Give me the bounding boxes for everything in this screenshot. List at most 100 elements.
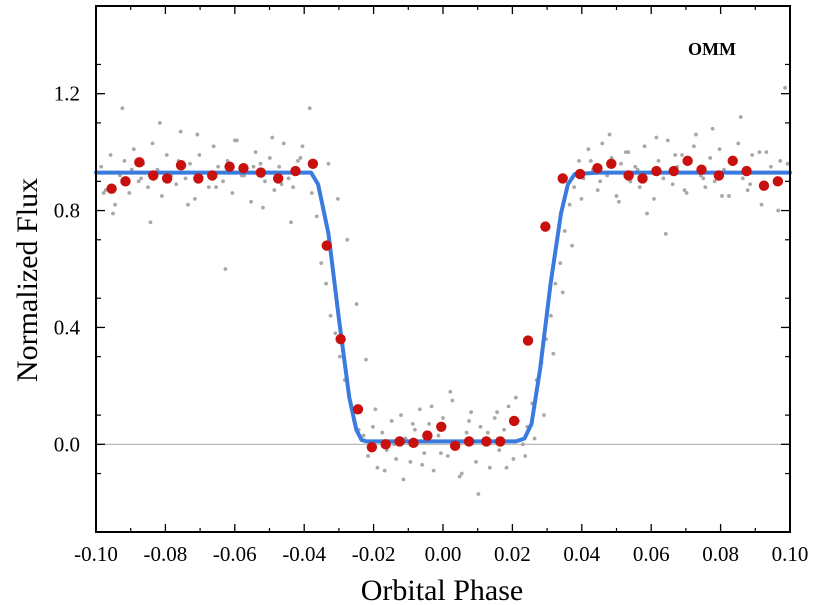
binned-point <box>321 240 332 251</box>
raw-point <box>759 202 764 207</box>
raw-point <box>757 150 762 155</box>
raw-point <box>375 465 380 470</box>
raw-point <box>192 196 197 201</box>
binned-point <box>366 442 378 453</box>
binned-point <box>272 173 284 184</box>
raw-point <box>309 191 314 195</box>
raw-point <box>748 182 752 187</box>
raw-point <box>197 153 202 157</box>
raw-point <box>214 185 218 190</box>
x-tick-label: 0.10 <box>772 542 809 566</box>
raw-point <box>691 144 696 149</box>
y-tick-labels: 0.0 0.4 0.8 1.2 <box>54 82 81 457</box>
binned-point <box>668 165 679 177</box>
raw-point <box>467 419 471 423</box>
raw-point <box>139 176 144 181</box>
raw-point <box>120 106 125 111</box>
y-tick-label: 0.4 <box>54 315 81 339</box>
raw-point <box>558 261 563 266</box>
raw-point <box>131 147 136 152</box>
raw-point <box>150 141 155 146</box>
x-tick-label: -0.08 <box>144 542 188 566</box>
raw-point <box>296 158 300 163</box>
raw-point <box>188 161 192 166</box>
raw-point <box>665 138 670 143</box>
raw-point <box>769 164 773 169</box>
binned-point <box>508 415 520 427</box>
raw-point <box>281 141 286 146</box>
raw-point <box>155 167 160 172</box>
binned-point <box>449 440 461 451</box>
binned-point <box>682 155 693 167</box>
raw-point <box>614 194 619 198</box>
binned-point <box>161 173 173 184</box>
raw-point <box>727 194 731 198</box>
raw-point <box>420 462 425 467</box>
raw-point <box>485 430 490 435</box>
binned-point <box>207 170 218 181</box>
raw-point <box>511 457 516 461</box>
raw-point <box>129 167 134 172</box>
binned-point <box>772 176 784 187</box>
raw-point <box>146 185 150 190</box>
raw-point <box>626 150 631 155</box>
raw-point <box>722 167 726 172</box>
raw-point <box>111 211 115 216</box>
raw-point <box>108 153 113 157</box>
raw-point <box>570 243 574 248</box>
raw-point <box>279 182 284 187</box>
raw-point <box>694 132 698 137</box>
raw-point <box>298 156 303 160</box>
raw-point <box>778 158 783 163</box>
raw-point <box>478 424 483 429</box>
raw-point <box>101 191 106 195</box>
raw-point <box>652 196 656 201</box>
raw-point <box>382 468 387 473</box>
raw-point <box>619 161 623 166</box>
raw-point <box>253 150 258 155</box>
raw-point <box>736 141 741 146</box>
raw-point <box>230 191 235 195</box>
raw-point <box>750 153 755 157</box>
raw-point <box>338 354 342 359</box>
raw-point <box>380 430 385 435</box>
raw-point <box>206 185 211 190</box>
raw-point <box>542 413 546 418</box>
raw-point <box>324 281 328 286</box>
model-fit-line <box>94 170 792 444</box>
raw-point <box>286 176 291 181</box>
raw-point <box>249 199 254 204</box>
raw-point <box>637 185 642 190</box>
x-tick-label: -0.06 <box>213 542 257 566</box>
raw-point <box>487 465 492 470</box>
raw-point <box>617 199 621 204</box>
y-tick-label: 1.2 <box>54 82 80 106</box>
binned-point <box>495 436 506 447</box>
chart-annotation: OMM <box>688 39 736 59</box>
raw-point <box>160 194 164 198</box>
raw-point <box>326 161 331 166</box>
raw-point <box>663 232 668 236</box>
raw-point <box>272 188 277 193</box>
raw-point <box>776 208 781 213</box>
raw-point <box>642 144 647 149</box>
y-tick-label: 0.0 <box>54 432 80 456</box>
binned-point <box>574 168 586 180</box>
raw-point <box>401 477 406 482</box>
raw-point <box>389 419 394 423</box>
raw-point <box>164 153 169 157</box>
raw-point <box>684 191 689 195</box>
raw-point <box>577 158 581 163</box>
raw-point <box>673 153 678 157</box>
raw-point <box>251 164 256 169</box>
raw-point <box>600 141 605 146</box>
binned-point <box>352 404 364 415</box>
raw-point <box>277 164 282 169</box>
raw-point <box>680 153 684 157</box>
binned-point <box>758 180 770 191</box>
raw-point <box>364 357 368 362</box>
raw-point <box>492 416 497 420</box>
raw-point <box>532 436 537 441</box>
x-tick-label: 0.00 <box>425 542 462 566</box>
raw-point <box>504 465 509 470</box>
